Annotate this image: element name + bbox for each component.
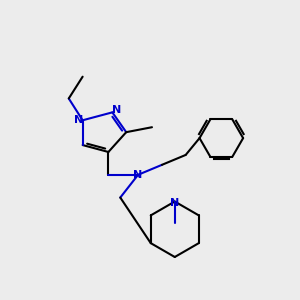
- Text: N: N: [170, 197, 179, 208]
- Text: N: N: [112, 105, 121, 116]
- Text: N: N: [74, 115, 83, 125]
- Text: N: N: [134, 170, 143, 180]
